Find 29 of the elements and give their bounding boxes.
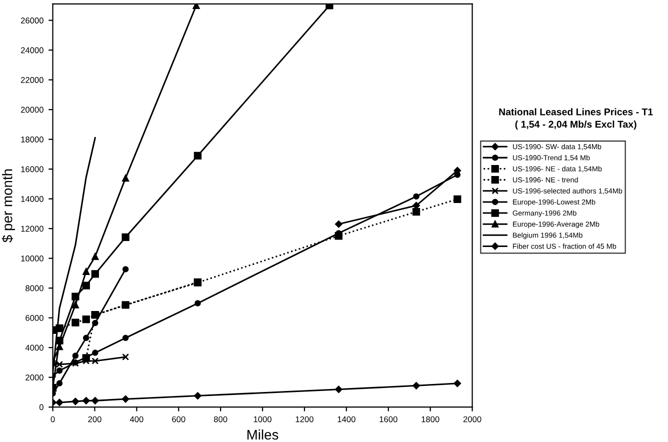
y-tick-label: 4000 — [25, 344, 44, 351]
x-tick-label: 1000 — [254, 416, 272, 422]
y-tick-label: 24000 — [20, 47, 44, 54]
x-tick-label: 800 — [214, 416, 228, 422]
x-tick-label: 400 — [130, 416, 144, 422]
x-tick-label: 2000 — [463, 416, 482, 422]
x-tick-label: 1600 — [380, 416, 398, 422]
x-tick-label: 200 — [88, 416, 102, 422]
x-tick-label: 1400 — [338, 416, 356, 422]
x-tick-label: 0 — [50, 416, 55, 422]
y-tick-label: 2000 — [26, 374, 44, 380]
y-tick-label: 10000 — [21, 256, 44, 262]
x-axis-title: Miles — [247, 429, 278, 440]
y-tick-label: 26000 — [20, 18, 44, 24]
y-tick-label: 14000 — [21, 196, 44, 202]
y-tick-label: 20000 — [20, 106, 44, 113]
x-tick-label: 1800 — [422, 416, 440, 422]
x-tick-label: 600 — [172, 416, 186, 422]
y-axis-title: $ per month — [2, 169, 16, 242]
y-tick-label: 12000 — [21, 226, 44, 232]
text: ( 1,54 - 2,04 Mb/s Excl Tax) — [515, 120, 636, 130]
y-tick-label: 0 — [39, 404, 44, 410]
y-tick-label: 22000 — [20, 77, 44, 83]
y-tick-label: 16000 — [21, 166, 44, 172]
y-tick-label: 18000 — [21, 136, 44, 142]
y-tick-label: 8000 — [26, 285, 44, 292]
text: National Leased Lines Prices - T1 — [499, 108, 653, 116]
y-tick-label: 6000 — [26, 315, 44, 321]
x-tick-label: 1200 — [296, 416, 314, 422]
